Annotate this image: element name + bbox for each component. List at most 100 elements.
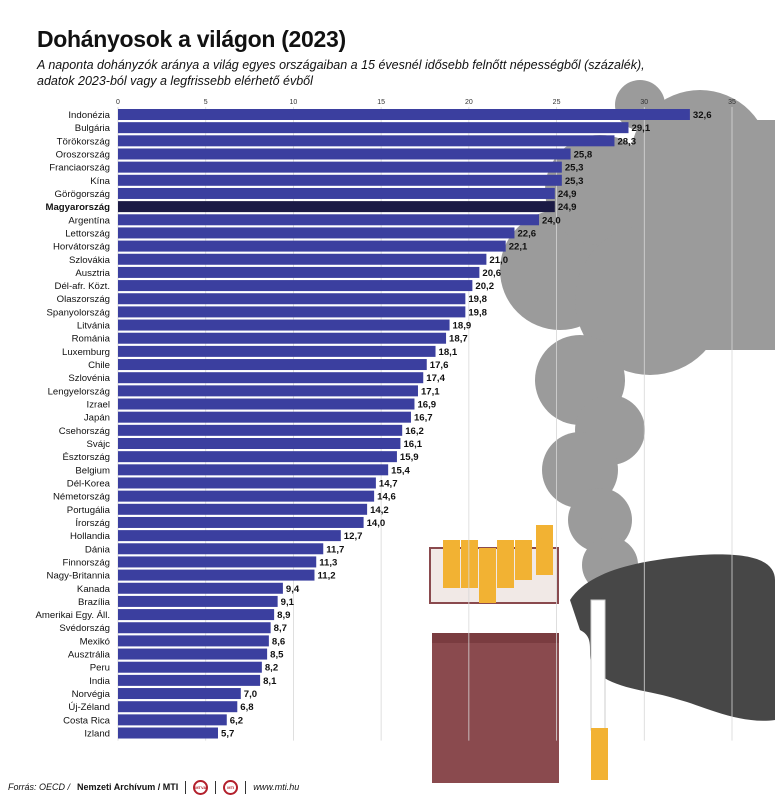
value-label: 17,4 bbox=[426, 373, 445, 384]
cigarette-pack bbox=[429, 525, 559, 783]
category-label: Svédország bbox=[59, 623, 110, 634]
value-label: 6,2 bbox=[230, 715, 243, 726]
value-label: 25,8 bbox=[574, 149, 593, 160]
category-label: Indonézia bbox=[68, 110, 110, 121]
bar bbox=[118, 411, 411, 423]
value-label: 25,3 bbox=[565, 163, 584, 174]
category-label: Kína bbox=[90, 176, 110, 187]
category-label: India bbox=[89, 676, 110, 687]
bar bbox=[118, 398, 415, 410]
value-label: 20,6 bbox=[482, 268, 501, 279]
category-label: Hollandia bbox=[70, 531, 111, 542]
value-label: 25,3 bbox=[565, 176, 584, 187]
value-label: 24,9 bbox=[558, 189, 577, 200]
bar bbox=[118, 227, 515, 239]
category-label: Bulgária bbox=[75, 123, 111, 134]
bar bbox=[118, 385, 418, 397]
bar bbox=[118, 543, 324, 555]
bars bbox=[118, 109, 690, 739]
category-label: Peru bbox=[90, 663, 110, 674]
category-label: Magyarország bbox=[45, 202, 110, 213]
bar bbox=[118, 122, 629, 134]
value-label: 11,2 bbox=[317, 571, 335, 582]
x-tick-label: 25 bbox=[553, 99, 561, 106]
value-label: 20,2 bbox=[475, 281, 494, 292]
bar bbox=[118, 372, 424, 384]
smoke-dark bbox=[570, 554, 775, 721]
bar bbox=[118, 609, 275, 621]
cigarette bbox=[590, 599, 608, 780]
category-label: Izland bbox=[84, 729, 110, 740]
category-label: Belgium bbox=[75, 465, 110, 476]
bar bbox=[118, 688, 241, 700]
bar bbox=[118, 332, 447, 344]
value-label: 18,9 bbox=[453, 321, 472, 332]
bar bbox=[118, 240, 506, 252]
bar bbox=[118, 595, 278, 607]
category-label: Mexikó bbox=[80, 636, 110, 647]
category-label: Chile bbox=[88, 360, 110, 371]
value-label: 19,8 bbox=[468, 307, 487, 318]
bar bbox=[118, 266, 480, 278]
category-label: Luxemburg bbox=[62, 347, 110, 358]
category-label: Új-Zéland bbox=[68, 702, 110, 713]
bar bbox=[118, 674, 261, 686]
bar bbox=[118, 464, 389, 476]
category-label: Nagy-Britannia bbox=[47, 571, 111, 582]
bar bbox=[118, 714, 227, 726]
value-label: 7,0 bbox=[244, 689, 257, 700]
bar bbox=[118, 135, 615, 147]
gridlines bbox=[117, 107, 733, 741]
x-tick-label: 30 bbox=[640, 99, 648, 106]
bar bbox=[118, 648, 268, 660]
category-label: Lengyelország bbox=[48, 386, 110, 397]
category-label: Costa Rica bbox=[63, 715, 111, 726]
website-link[interactable]: www.mti.hu bbox=[253, 782, 300, 792]
category-label: Brazília bbox=[78, 597, 111, 608]
x-tick-label: 10 bbox=[290, 99, 298, 106]
bar bbox=[118, 293, 466, 305]
category-label: Spanyolország bbox=[47, 307, 110, 318]
category-label: Amerikai Egy. Áll. bbox=[36, 610, 110, 621]
x-tick-label: 15 bbox=[377, 99, 385, 106]
value-label: 8,9 bbox=[277, 610, 290, 621]
value-label: 19,8 bbox=[468, 294, 487, 305]
bar bbox=[118, 451, 397, 463]
value-label: 24,0 bbox=[542, 215, 561, 226]
value-label: 28,3 bbox=[617, 136, 636, 147]
bar bbox=[118, 359, 427, 371]
value-label: 16,2 bbox=[405, 426, 424, 437]
category-label: Szlovákia bbox=[69, 255, 111, 266]
bar bbox=[118, 569, 315, 581]
bar bbox=[118, 187, 555, 199]
bar bbox=[118, 424, 403, 436]
chart-subtitle: A naponta dohányzók aránya a világ egyes… bbox=[37, 57, 677, 89]
value-label: 32,6 bbox=[693, 110, 712, 121]
value-label: 8,2 bbox=[265, 663, 278, 674]
value-label: 18,1 bbox=[439, 347, 458, 358]
value-label: 8,6 bbox=[272, 636, 285, 647]
category-label: Észtország bbox=[63, 452, 110, 463]
bar bbox=[118, 438, 401, 449]
footer-separator bbox=[215, 780, 217, 794]
bar bbox=[118, 582, 283, 594]
x-tick-label: 0 bbox=[116, 99, 120, 106]
category-label: Argentína bbox=[68, 215, 110, 226]
chart-title: Dohányosok a világon (2023) bbox=[37, 26, 346, 52]
value-label: 22,1 bbox=[509, 242, 528, 253]
bar bbox=[118, 556, 317, 568]
mtva-logo: MTVA bbox=[193, 779, 209, 795]
mti-logo: MTI bbox=[223, 779, 239, 795]
bar bbox=[118, 109, 690, 120]
bar bbox=[118, 148, 571, 160]
value-label: 21,0 bbox=[489, 255, 508, 266]
value-label: 9,4 bbox=[286, 584, 300, 595]
category-label: Dél-afr. Közt. bbox=[55, 281, 110, 292]
value-label: 12,7 bbox=[344, 531, 363, 542]
value-label: 29,1 bbox=[631, 123, 650, 134]
bar bbox=[118, 516, 364, 528]
value-label: 8,7 bbox=[274, 623, 287, 634]
value-label: 17,1 bbox=[421, 386, 440, 397]
bar bbox=[118, 306, 466, 318]
source-text: Forrás: OECD / bbox=[8, 782, 71, 792]
